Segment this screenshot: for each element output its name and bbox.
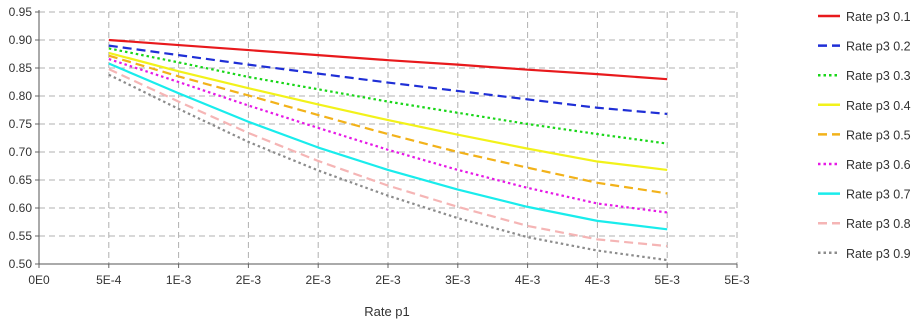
series-line-6 — [108, 57, 668, 214]
y-tick-label: 0.90 — [9, 33, 33, 47]
x-axis-title: Rate p1 — [364, 304, 410, 319]
series-line-5 — [108, 54, 668, 195]
legend-item: Rate p3 0.5 — [818, 128, 911, 142]
y-tick-label: 0.65 — [9, 173, 33, 187]
x-tick-label: 5E-4 — [96, 273, 122, 287]
legend-label: Rate p3 0.9 — [846, 247, 911, 261]
legend-item: Rate p3 0.7 — [818, 188, 911, 202]
legend: Rate p3 0.1 Rate p3 0.2 Rate p3 0.3 Rate p3… — [818, 10, 911, 261]
x-tick-label: 4E-3 — [515, 273, 541, 287]
series-line-2 — [108, 44, 668, 116]
legend-label: Rate p3 0.6 — [846, 158, 911, 172]
legend-item: Rate p3 0.6 — [818, 158, 911, 172]
x-tick-label: 0E0 — [28, 273, 50, 287]
legend-label: Rate p3 0.2 — [846, 40, 911, 54]
legend-item: Rate p3 0.4 — [818, 99, 911, 113]
legend-label: Rate p3 0.5 — [846, 128, 911, 142]
x-tick-label: 3E-3 — [445, 273, 471, 287]
series-line-7 — [108, 62, 668, 231]
y-tick-label: 0.75 — [9, 117, 33, 131]
y-tick-label: 0.55 — [9, 229, 33, 243]
legend-label: Rate p3 0.7 — [846, 188, 911, 202]
legend-item: Rate p3 0.3 — [818, 69, 911, 83]
x-tick-label: 1E-3 — [166, 273, 192, 287]
x-tick-label: 5E-3 — [724, 273, 750, 287]
legend-label: Rate p3 0.4 — [846, 99, 911, 113]
legend-item: Rate p3 0.9 — [818, 247, 911, 261]
series-line-3 — [108, 47, 668, 145]
series-line-4 — [108, 51, 668, 172]
x-tick-label: 2E-3 — [375, 273, 401, 287]
x-tick-label: 5E-3 — [655, 273, 681, 287]
x-tick-label: 4E-3 — [585, 273, 611, 287]
y-tick-label: 0.95 — [9, 5, 33, 19]
axes: 0.50 0.55 0.60 0.65 0.70 0.75 0.80 0.85 0.90 0.95… — [9, 5, 750, 287]
legend-label: Rate p3 0.8 — [846, 217, 911, 231]
series-line-1 — [108, 38, 668, 81]
y-tick-label: 0.85 — [9, 61, 33, 75]
y-tick-label: 0.70 — [9, 145, 33, 159]
x-tick-label: 2E-3 — [236, 273, 262, 287]
legend-label: Rate p3 0.3 — [846, 69, 911, 83]
legend-item: Rate p3 0.1 — [818, 10, 911, 24]
legend-item: Rate p3 0.2 — [818, 40, 911, 54]
y-tick-label: 0.60 — [9, 201, 33, 215]
series-lines — [108, 38, 668, 262]
series-line-9 — [108, 73, 668, 262]
legend-label: Rate p3 0.1 — [846, 10, 911, 24]
grid — [39, 11, 738, 264]
series-line-8 — [108, 68, 668, 248]
legend-item: Rate p3 0.8 — [818, 217, 911, 231]
y-tick-label: 0.50 — [9, 257, 33, 271]
x-tick-label: 2E-3 — [306, 273, 332, 287]
y-tick-label: 0.80 — [9, 89, 33, 103]
